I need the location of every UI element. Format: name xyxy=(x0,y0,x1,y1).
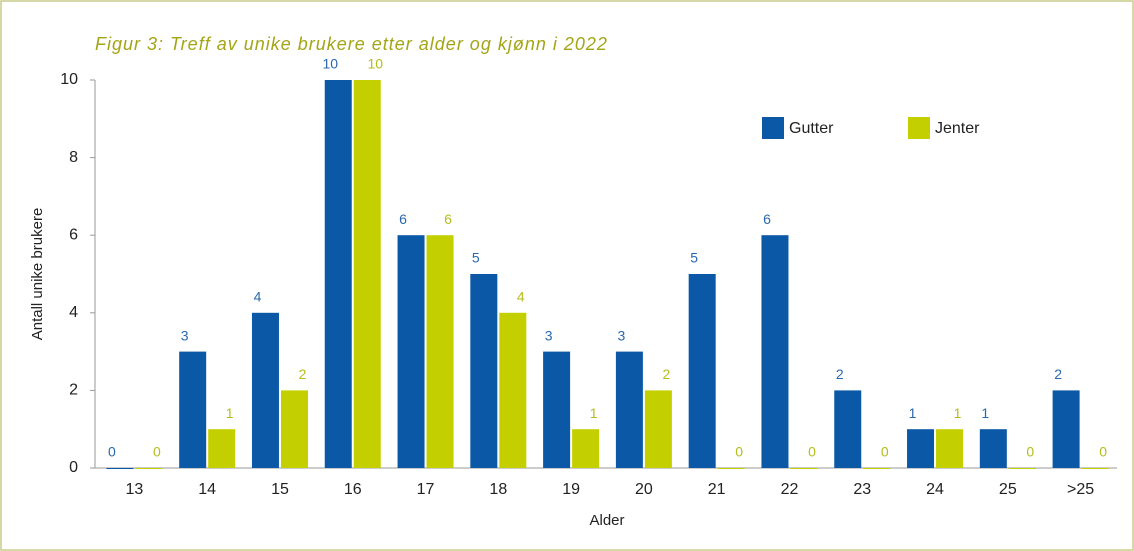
bar xyxy=(1052,390,1080,468)
bar xyxy=(324,80,352,468)
bar xyxy=(208,429,236,468)
bar xyxy=(761,235,789,468)
x-tick-label: 25 xyxy=(999,481,1017,498)
bar xyxy=(834,390,862,468)
value-label: 0 xyxy=(808,444,816,460)
value-label: 6 xyxy=(763,211,771,227)
bar xyxy=(688,274,716,468)
value-label: 3 xyxy=(617,327,625,343)
bar xyxy=(397,235,425,468)
value-label: 1 xyxy=(981,405,989,421)
value-label: 2 xyxy=(1054,366,1062,382)
value-label: 0 xyxy=(735,444,743,460)
x-tick-label: 24 xyxy=(926,481,944,498)
value-label: 4 xyxy=(254,289,262,305)
value-label: 2 xyxy=(836,366,844,382)
y-tick-label: 10 xyxy=(60,71,78,88)
bar xyxy=(543,351,571,468)
bar xyxy=(1008,468,1036,469)
x-tick-label: >25 xyxy=(1067,481,1094,498)
bar xyxy=(251,312,279,468)
bar xyxy=(936,429,964,468)
bar xyxy=(106,468,134,469)
bar xyxy=(1081,468,1109,469)
value-label: 2 xyxy=(299,366,307,382)
value-label: 1 xyxy=(226,405,234,421)
y-tick-label: 0 xyxy=(69,459,78,476)
value-label: 1 xyxy=(909,405,917,421)
bar xyxy=(572,429,600,468)
x-tick-label: 13 xyxy=(125,481,143,498)
legend-swatch xyxy=(762,117,784,139)
x-axis-label: Alder xyxy=(589,512,624,529)
bar xyxy=(615,351,643,468)
x-tick-label: 22 xyxy=(781,481,799,498)
bar xyxy=(470,274,498,468)
bar xyxy=(426,235,454,468)
bar xyxy=(907,429,935,468)
value-label: 0 xyxy=(1026,444,1034,460)
value-label: 6 xyxy=(399,211,407,227)
x-tick-label: 20 xyxy=(635,481,653,498)
value-label: 3 xyxy=(181,327,189,343)
value-label: 2 xyxy=(662,366,670,382)
chart-title: Figur 3: Treff av unike brukere etter al… xyxy=(95,34,608,54)
value-label: 0 xyxy=(108,444,116,460)
y-tick-label: 6 xyxy=(69,226,78,243)
bar xyxy=(499,312,527,468)
value-label: 0 xyxy=(1099,444,1107,460)
x-tick-label: 21 xyxy=(708,481,726,498)
x-tick-label: 17 xyxy=(417,481,435,498)
y-tick-label: 2 xyxy=(69,382,78,399)
value-label: 5 xyxy=(690,250,698,266)
x-tick-label: 15 xyxy=(271,481,289,498)
x-tick-label: 23 xyxy=(853,481,871,498)
value-label: 10 xyxy=(367,56,383,72)
value-label: 0 xyxy=(881,444,889,460)
value-label: 0 xyxy=(153,444,161,460)
legend-swatch xyxy=(908,117,930,139)
value-label: 10 xyxy=(322,56,338,72)
y-tick-label: 8 xyxy=(69,149,78,166)
x-tick-label: 18 xyxy=(489,481,507,498)
x-tick-label: 16 xyxy=(344,481,362,498)
value-label: 6 xyxy=(444,211,452,227)
x-tick-label: 19 xyxy=(562,481,580,498)
bar xyxy=(790,468,818,469)
legend-label: Jenter xyxy=(935,120,980,137)
value-label: 1 xyxy=(954,405,962,421)
value-label: 1 xyxy=(590,405,598,421)
value-label: 5 xyxy=(472,250,480,266)
bar xyxy=(644,390,672,468)
bar xyxy=(717,468,745,469)
bar xyxy=(863,468,891,469)
bar xyxy=(280,390,308,468)
y-tick-label: 4 xyxy=(69,304,78,321)
x-tick-label: 14 xyxy=(198,481,216,498)
bar xyxy=(179,351,207,468)
legend-label: Gutter xyxy=(789,120,834,137)
value-label: 4 xyxy=(517,289,525,305)
bar xyxy=(979,429,1007,468)
value-label: 3 xyxy=(545,327,553,343)
bar xyxy=(353,80,381,468)
bar xyxy=(135,468,163,469)
y-axis-label: Antall unike brukere xyxy=(29,208,46,341)
